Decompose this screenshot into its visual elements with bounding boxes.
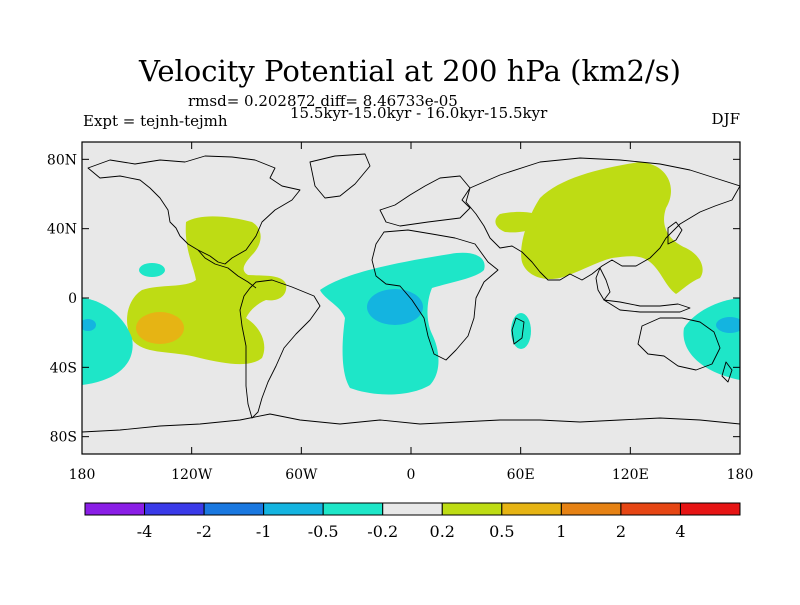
contour-negative-madagascar	[511, 313, 531, 349]
coastline-south-america	[239, 279, 321, 419]
chart-title: Velocity Potential at 200 hPa (km2/s)	[138, 54, 681, 88]
coastline-europe	[379, 175, 471, 227]
coastline-indonesia	[603, 299, 691, 313]
coastline-north-america	[87, 155, 301, 265]
x-tick-label: 120W	[171, 467, 213, 483]
colorbar-box	[144, 502, 205, 516]
coastline-new-zealand	[721, 361, 733, 383]
contour-negative-pacific-small	[139, 263, 165, 277]
colorbar-box	[501, 502, 562, 516]
x-tick-label: 120E	[612, 467, 649, 483]
colorbar-label: 1	[556, 522, 566, 541]
contour-negative-east-pacific	[82, 298, 133, 385]
colorbar-label: 2	[616, 522, 626, 541]
colorbar-label: 0.2	[430, 522, 455, 541]
colorbar-box	[84, 502, 146, 516]
coastline-asia	[465, 157, 740, 281]
colorbar-box	[441, 502, 503, 516]
coastline-antarctica	[82, 413, 740, 433]
colorbar-box	[203, 502, 265, 516]
contour-minimum-east	[716, 317, 740, 333]
coastlines	[82, 153, 740, 433]
x-tick-label: 60W	[285, 467, 318, 483]
contour-maximum-pacific	[136, 312, 184, 344]
colorbar-label: 4	[675, 522, 685, 541]
contour-positive-africa-north	[495, 211, 545, 233]
colorbar-box	[382, 502, 443, 516]
colorbar-label: -2	[196, 522, 212, 541]
colorbar-box	[679, 502, 741, 516]
colorbar-label: -1	[256, 522, 272, 541]
colorbar-label: -4	[137, 522, 153, 541]
experiment-label: Expt = tejnh-tejmh	[83, 112, 228, 130]
x-tick-label: 180	[69, 467, 96, 483]
x-tick-label: 60E	[507, 467, 535, 483]
contour-positive-asia	[521, 162, 703, 294]
y-tick-label: 40S	[50, 360, 77, 376]
x-tick-label: 180	[727, 467, 754, 483]
colorbar-box	[560, 502, 622, 516]
y-tick-label: 0	[68, 291, 77, 307]
coastline-japan	[667, 221, 683, 245]
season-label: DJF	[712, 110, 740, 128]
y-tick-label: 80N	[47, 152, 77, 168]
colorbar-label: 0.5	[489, 522, 514, 541]
coastline-central-america	[197, 249, 257, 289]
colorbar-box	[620, 502, 681, 516]
contour-minimum-west	[82, 319, 96, 331]
coastline-greenland	[309, 153, 371, 199]
colorbar-box	[263, 502, 324, 516]
colorbar: -4 -2 -1 -0.5 -0.2 0.2 0.5 1 2 4	[84, 502, 741, 541]
period-label: 15.5kyr-15.0kyr - 16.0kyr-15.5kyr	[290, 104, 548, 122]
y-tick-label: 40N	[47, 222, 77, 238]
x-tick-label: 0	[407, 467, 416, 483]
y-tick-label: 80S	[50, 430, 77, 446]
coastline-africa	[371, 229, 499, 361]
colorbar-label: -0.5	[308, 522, 339, 541]
colorbar-box	[322, 502, 384, 516]
rmsd-label: rmsd= 0.202872 diff= 8.46733e-05	[188, 92, 458, 110]
colorbar-label: -0.2	[367, 522, 398, 541]
contour-minimum-atlantic	[367, 289, 423, 325]
map-field	[82, 142, 740, 454]
axes: 180 120W 60W 0 60E 120E 180 80N 40N 0 40S 80S	[47, 142, 753, 483]
coastline-australia	[637, 317, 721, 371]
coastline-madagascar	[511, 317, 525, 345]
